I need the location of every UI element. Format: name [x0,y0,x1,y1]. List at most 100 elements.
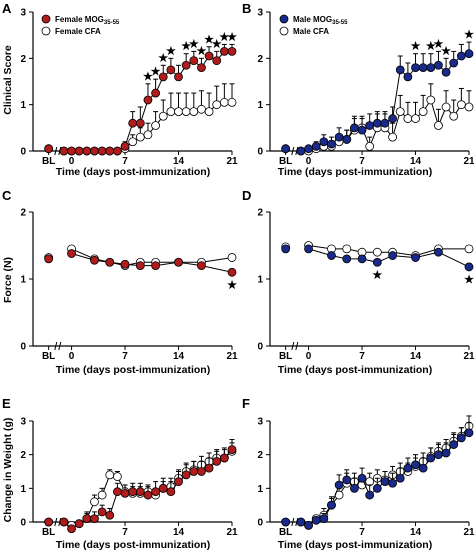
data-point [44,254,54,264]
axis-break-mark [291,146,295,156]
data-point [372,483,382,493]
significance-star: ★ [227,31,237,43]
x-tick-label: 7 [122,527,128,538]
data-point [82,146,92,156]
data-point [197,63,206,72]
y-tick-label: 2 [20,450,26,461]
data-point [44,517,54,527]
legend-female-cfa-marker [41,26,51,36]
data-point [120,488,130,498]
data-point [197,104,206,114]
data-point [334,480,344,490]
legend-male-cfa-marker [279,26,289,36]
data-point [380,118,390,128]
y-tick-label: 3 [257,417,263,428]
data-point [59,146,69,156]
data-point [143,130,153,140]
data-point [151,261,161,271]
data-point [90,514,99,524]
data-point [181,470,191,480]
data-point [227,267,237,277]
legend-male: Male MOG35-55 Male CFA [279,14,348,36]
data-point [365,477,375,487]
data-point [44,144,54,154]
panel-e: 0 1 2 3 BL 7 14 21 [20,417,238,539]
panel-label-b: B [242,1,251,16]
data-point [388,114,398,123]
data-point [181,107,191,117]
data-point [281,144,291,154]
y-tick-label: 0 [20,342,26,353]
axis-break-mark [54,146,58,156]
panel-label-c: C [2,188,12,203]
data-point [143,95,153,105]
data-point [97,146,107,156]
y-tick-label: 0 [257,147,263,158]
significance-star: ★ [181,41,191,53]
data-point [204,463,214,473]
significance-star: ★ [372,269,382,281]
x-tick-label: BL [279,527,292,538]
data-point [204,107,214,117]
data-point [212,100,222,110]
y-tick-label: 1 [257,100,263,111]
significance-star: ★ [426,41,436,53]
data-point [158,72,168,82]
y-tick-label: 2 [257,54,263,65]
legend-male-mog-label: Male MOG35-55 [293,15,348,26]
significance-star: ★ [212,38,222,50]
series-mog [281,422,474,530]
y-tick-label: 1 [20,275,26,286]
y-tick-label: 0 [20,147,26,158]
data-point [90,255,99,265]
data-point [418,63,428,72]
data-point [90,497,99,507]
x-tick-label: 7 [122,351,128,362]
data-point [151,487,161,497]
y-tick-label: 1 [257,484,263,495]
panel-label-f: F [242,396,250,411]
data-point [365,141,375,151]
data-point [212,56,222,66]
y-tick-label: 1 [20,484,26,495]
data-point [151,121,161,130]
legend-female: Female MOG35-55 Female CFA [41,14,120,36]
legend-female-mog-marker [41,14,51,24]
x-tick-label: 0 [306,156,312,167]
data-point [357,473,367,483]
data-point [441,67,451,77]
x-tick-label: 0 [69,351,75,362]
significance-star: ★ [166,45,176,57]
data-point [296,517,306,527]
xlabel-d: Time (days post-immunization) [278,364,432,376]
data-point [342,135,352,144]
x-tick-label: 21 [463,351,474,362]
data-point [227,97,237,107]
data-point [296,146,306,156]
panel-d: 0 1 2 BL 0 7 14 21 ★ ★ [257,208,474,363]
panel-label-a: A [2,1,12,16]
panel-c: 0 1 2 BL 0 7 14 21 ★ [20,208,238,363]
data-point [365,121,375,130]
data-point [365,490,375,500]
series-mog [44,249,237,277]
data-point [342,254,352,264]
data-point [327,139,336,149]
data-point [158,111,168,121]
data-point [135,132,145,142]
axis-break-mark [58,341,62,351]
xlabel-e: Time (days post-immunization) [56,539,210,551]
legend-male-mog-marker [279,14,289,24]
data-point [388,132,398,142]
data-point [174,477,183,487]
significance-star: ★ [189,38,199,50]
data-point [105,146,115,156]
data-point [204,51,214,61]
panel-label-d: D [242,188,251,203]
data-point [418,107,428,117]
y-tick-label: 3 [257,8,263,19]
data-point [227,46,237,56]
data-point [380,477,390,487]
x-tick-label: 21 [226,527,238,538]
